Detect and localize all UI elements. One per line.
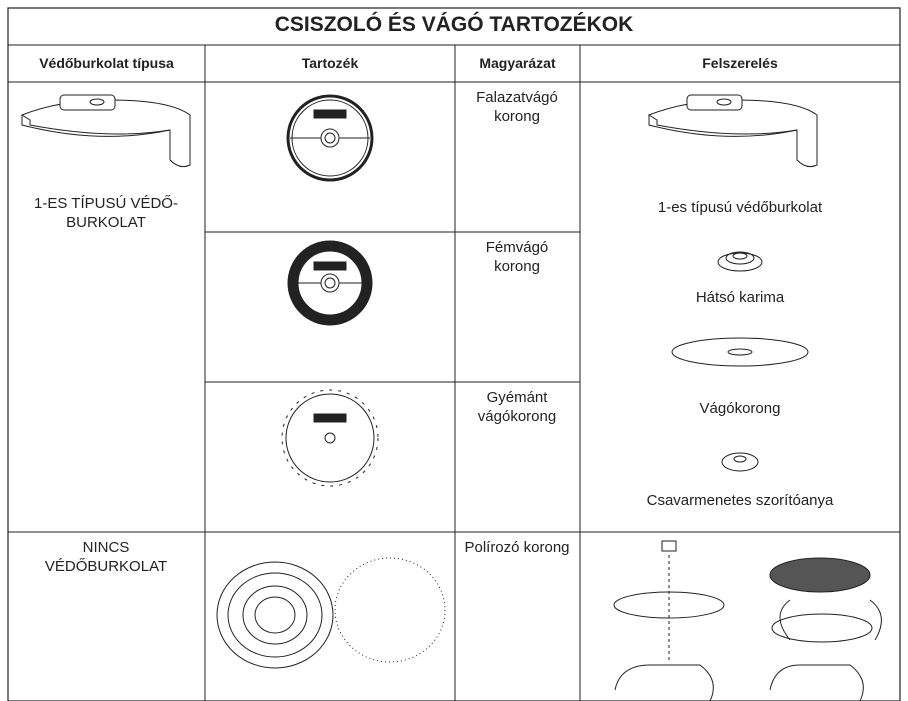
diamond-disc: [281, 389, 379, 487]
description: Gyémánt vágókorong: [477, 389, 557, 425]
mounting-label: Csavarmenetes szorítóanya: [646, 492, 834, 509]
polishing-pad: [216, 557, 446, 669]
description: Fémvágó korong: [485, 239, 549, 275]
guard-illustration: [20, 94, 191, 168]
polish-mounting: [613, 540, 882, 701]
mounting-label: 1-es típusú védőburkolat: [657, 199, 823, 216]
back-flange: [717, 251, 763, 272]
header: Védőburkolat típusa: [39, 55, 174, 71]
mounting-label: Hátsó karima: [695, 289, 785, 306]
header: Felszerelés: [702, 55, 778, 71]
header: Tartozék: [301, 55, 359, 71]
guard-type: NINCS VÉDŐBURKOLAT: [44, 539, 168, 575]
masonry-disc: [286, 94, 374, 182]
mounting-label: Vágókorong: [699, 400, 781, 417]
description: Polírozó korong: [464, 539, 570, 556]
guard-illustration: [647, 94, 818, 168]
description: Falazatvágó korong: [476, 89, 558, 125]
nut: [721, 452, 759, 472]
metal-disc: [287, 240, 373, 326]
cutting-disc: [671, 337, 809, 367]
title: CSISZOLÓ ÉS VÁGÓ TARTOZÉKOK: [274, 13, 634, 36]
header: Magyarázat: [479, 55, 556, 71]
guard-type: 1-ES TÍPUSÚ VÉDŐ-BURKOLAT: [34, 195, 178, 231]
